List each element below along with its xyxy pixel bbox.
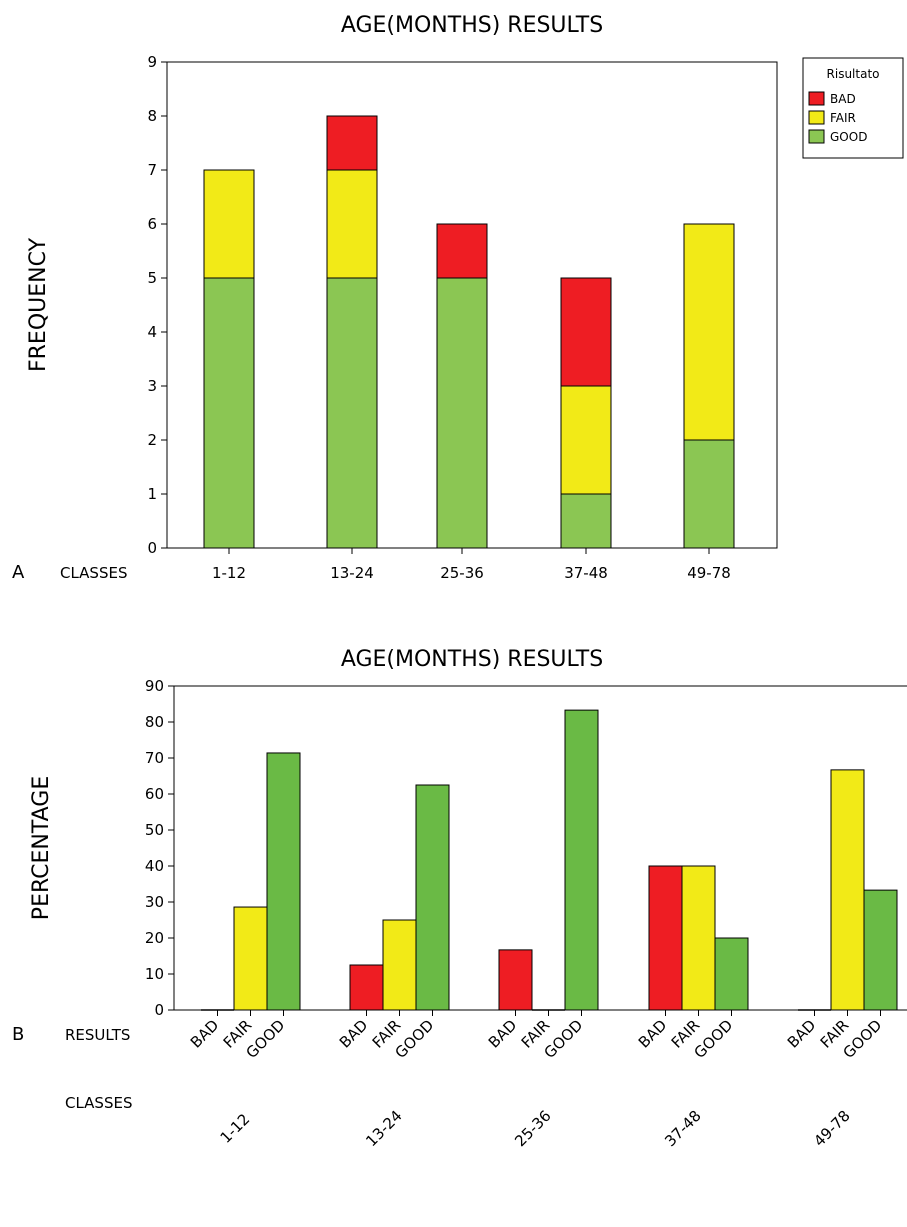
chart-a-category-label: 49-78 — [687, 564, 731, 582]
chart-b-category-label: 37-48 — [661, 1107, 705, 1151]
chart-a-bar-fair — [683, 223, 735, 441]
chart-b-ytick-label: 20 — [145, 929, 164, 947]
chart-b-result-label: BAD — [485, 1016, 520, 1051]
legend-title: Risultato — [827, 67, 880, 81]
chart-a-ytick-label: 4 — [147, 323, 157, 341]
chart-b-ytick-label: 0 — [154, 1001, 164, 1019]
chart-a-bar-fair — [326, 169, 378, 279]
chart-a-ytick-label: 7 — [147, 161, 157, 179]
legend-swatch-good — [808, 129, 825, 144]
chart-a-ylabel: FREQUENCY — [26, 237, 51, 372]
chart-b-result-label: BAD — [336, 1016, 371, 1051]
chart-b-bar-fair — [681, 865, 716, 1011]
chart-b-ytick-label: 90 — [145, 677, 164, 695]
chart-a-ytick-label: 1 — [147, 485, 157, 503]
chart-b-results-label: RESULTS — [65, 1026, 130, 1044]
chart-a-panel-letter: A — [12, 562, 25, 583]
chart-a-ytick-label: 2 — [147, 431, 157, 449]
chart-b-bar-fair — [233, 906, 268, 1011]
chart-a-ytick-label: 5 — [147, 269, 157, 287]
chart-a-ytick-label: 0 — [147, 539, 157, 557]
chart-a-title: AGE(MONTHS) RESULTS — [341, 13, 603, 38]
chart-b-result-label: BAD — [784, 1016, 819, 1051]
chart-b-bar-good — [415, 784, 450, 1011]
chart-b-ytick-label: 60 — [145, 785, 164, 803]
chart-b-title: AGE(MONTHS) RESULTS — [341, 647, 603, 672]
chart-a-ytick-label: 9 — [147, 53, 157, 71]
chart-b-category-label: 49-78 — [810, 1107, 854, 1151]
chart-a-bar-fair — [203, 169, 255, 279]
chart-a-ytick-label: 8 — [147, 107, 157, 125]
legend-swatch-bad — [808, 91, 825, 106]
chart-a-bar-good — [683, 439, 735, 549]
chart-b-result-label: BAD — [635, 1016, 670, 1051]
chart-a-category-label: 13-24 — [330, 564, 374, 582]
chart-a-category-label: 37-48 — [564, 564, 608, 582]
chart-a-ytick-label: 6 — [147, 215, 157, 233]
chart-b-panel-letter: B — [12, 1024, 24, 1045]
chart-a-category-label: 1-12 — [212, 564, 246, 582]
chart-b-bar-fair — [830, 769, 865, 1011]
legend-label-good: GOOD — [830, 130, 867, 144]
chart-b-category-label: 25-36 — [511, 1107, 555, 1151]
chart-b-ytick-label: 80 — [145, 713, 164, 731]
chart-b-bar-good — [266, 752, 301, 1011]
chart-b-bar-bad — [648, 865, 683, 1011]
chart-b-ytick-label: 40 — [145, 857, 164, 875]
chart-a-legend: Risultato BAD FAIR GOOD — [802, 57, 904, 159]
chart-b: AGE(MONTHS) RESULTS PERCENTAGE 0 10 20 30 40 50… — [12, 647, 907, 1150]
chart-b-ytick-label: 30 — [145, 893, 164, 911]
chart-a-bar-fair — [560, 385, 612, 495]
chart-b-classes-label: CLASSES — [65, 1094, 132, 1112]
legend-swatch-fair — [808, 110, 825, 125]
legend-label-bad: BAD — [830, 92, 856, 106]
chart-a-bar-bad — [560, 277, 612, 387]
chart-b-result-label: BAD — [187, 1016, 222, 1051]
chart-b-ytick-label: 10 — [145, 965, 164, 983]
chart-b-ylabel: PERCENTAGE — [29, 776, 54, 920]
chart-a-bar-bad — [326, 115, 378, 171]
chart-b-bar-good — [564, 709, 599, 1011]
chart-a-ytick-label: 3 — [147, 377, 157, 395]
chart-a-bar-good — [203, 277, 255, 549]
chart-b-bar-bad — [498, 949, 533, 1011]
chart-a-bar-good — [326, 277, 378, 549]
legend-label-fair: FAIR — [830, 111, 856, 125]
chart-a-category-label: 25-36 — [440, 564, 484, 582]
chart-b-ytick-label: 70 — [145, 749, 164, 767]
chart-b-category-label: 1-12 — [217, 1110, 254, 1147]
chart-b-bar-bad — [349, 964, 384, 1011]
chart-b-bar-fair — [382, 919, 417, 1011]
chart-b-bar-good — [714, 937, 749, 1011]
chart-b-bar-good — [863, 889, 898, 1011]
chart-a: AGE(MONTHS) RESULTS FREQUENCY 0 1 2 3 4 5 6 7 8 9 1-… — [12, 13, 904, 583]
chart-a-xlabel: CLASSES — [60, 564, 127, 582]
chart-a-bar-good — [560, 493, 612, 549]
chart-a-bar-bad — [436, 223, 488, 279]
chart-b-category-label: 13-24 — [362, 1107, 406, 1151]
chart-b-ytick-label: 50 — [145, 821, 164, 839]
chart-a-bar-good — [436, 277, 488, 549]
